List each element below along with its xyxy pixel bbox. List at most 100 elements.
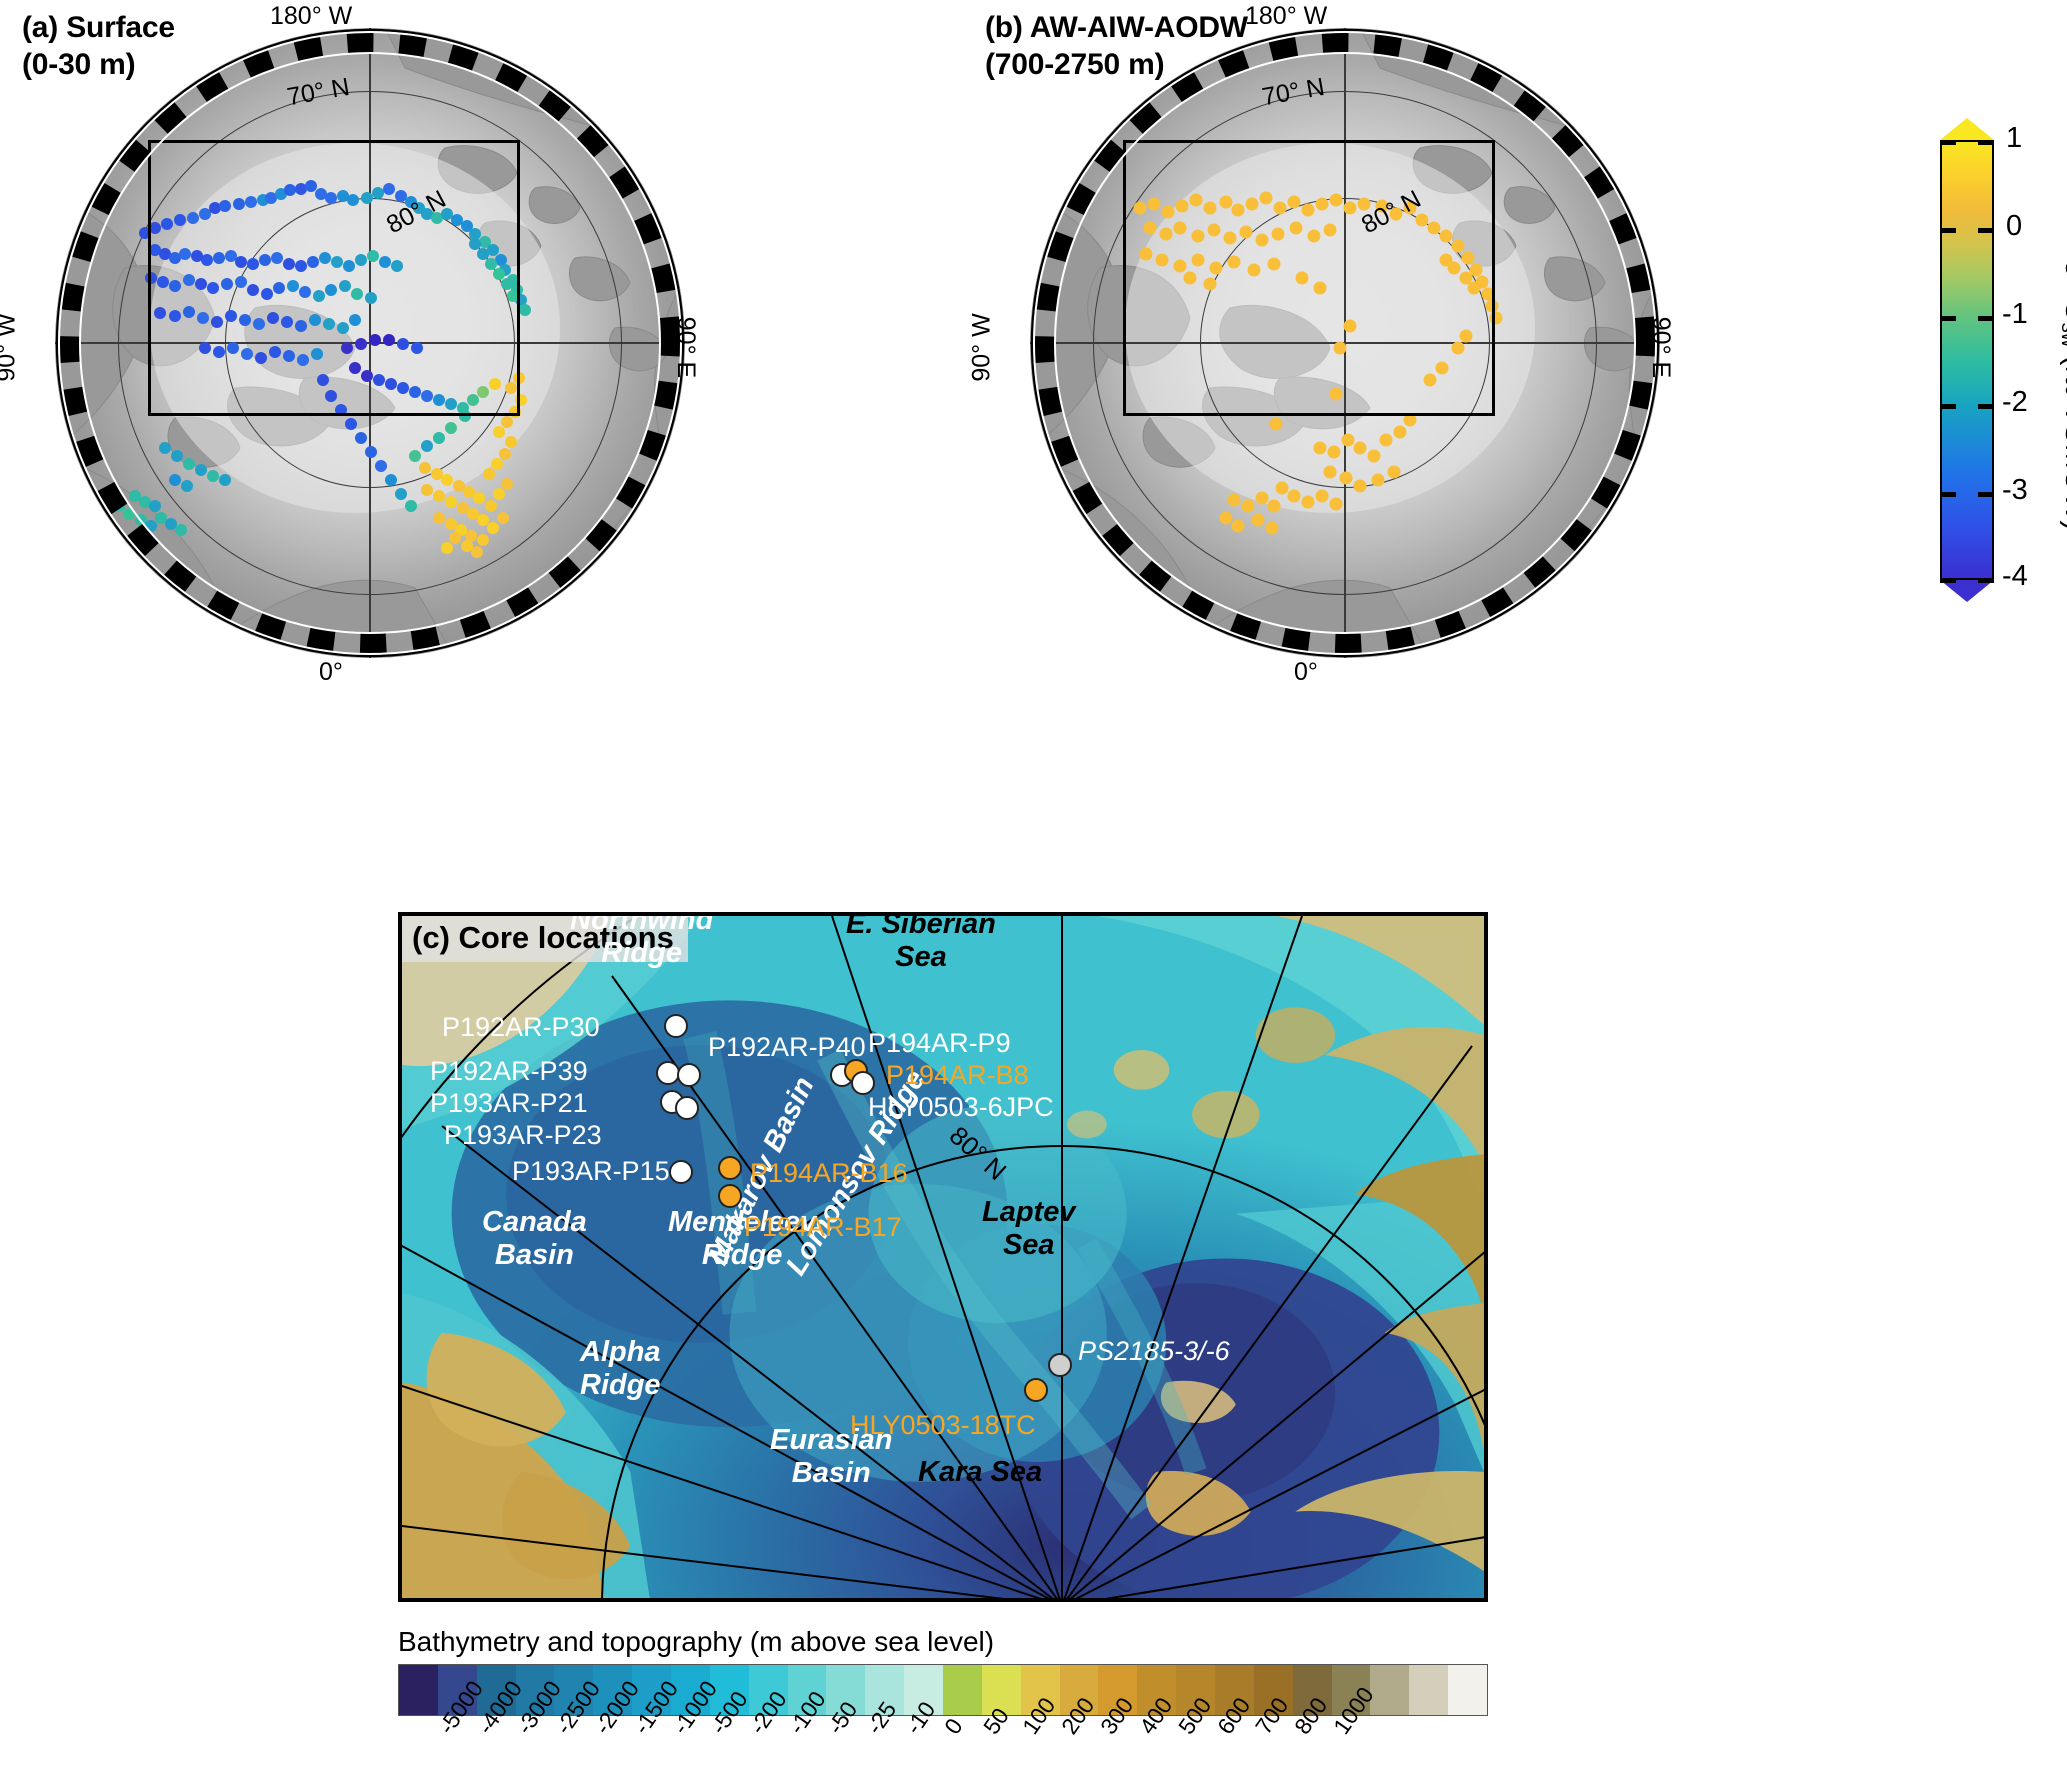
bathy-swatch-10 [787, 1665, 827, 1715]
cbar-tick-m4r [1978, 578, 1994, 583]
colorbar-arrow-bottom [1940, 580, 1994, 602]
label-canada-basin: Canada Basin [482, 1206, 587, 1272]
label-e-siberian-sea: E. Siberian Sea [846, 912, 996, 974]
core-label-P193AR-P15: P193AR-P15 [512, 1156, 670, 1186]
bathy-swatch-0 [399, 1665, 438, 1715]
core-pin-HLY0503-18TC[interactable] [1024, 1378, 1048, 1402]
bathymetry-raster [402, 916, 1484, 1598]
bathy-swatch-25 [1370, 1665, 1410, 1715]
bathy-swatch-5 [593, 1665, 633, 1715]
bathy-swatch-16 [1020, 1665, 1060, 1715]
core-label-P193AR-P21: P193AR-P21 [430, 1088, 588, 1118]
cbar-tick-1r [1978, 140, 1994, 145]
core-label-P194AR-B8: P194AR-B8 [886, 1060, 1029, 1090]
core-pin-P193AR-P23[interactable] [675, 1096, 699, 1120]
panel-a-label-left: 90° W [0, 313, 21, 382]
panel-c-graticule [402, 916, 1484, 1598]
core-pin-P192AR-P40[interactable] [677, 1063, 701, 1087]
core-pin-HLY0503-6JPC[interactable] [851, 1071, 875, 1095]
cbar-tick-m1r [1978, 316, 1994, 321]
label-laptev-sea: Laptev Sea [982, 1196, 1076, 1262]
bathymetry-colorbar[interactable] [398, 1664, 1488, 1716]
delta18o-colorbar[interactable]: 1 0 -1 -2 -3 -4 δ¹⁸Osw (‰ VSMOW) [1940, 118, 2067, 602]
bathy-tick-0: 0 [939, 1713, 968, 1739]
colorbar-title-delta: δ¹⁸O [2059, 260, 2067, 323]
bathy-swatch-7 [671, 1665, 710, 1715]
bathy-swatch-18 [1098, 1665, 1138, 1715]
cbar-tick-m3r [1978, 492, 1994, 497]
core-label-P192AR-P40: P192AR-P40 [708, 1032, 866, 1062]
bathy-swatch-1 [437, 1665, 477, 1715]
cbar-label-1: 1 [2006, 122, 2023, 154]
bathy-swatch-6 [632, 1665, 672, 1715]
bathy-swatch-22 [1253, 1665, 1293, 1715]
cbar-tick-m2r [1978, 404, 1994, 409]
bathy-swatch-23 [1292, 1665, 1332, 1715]
bathy-swatch-11 [826, 1665, 866, 1715]
bathy-swatch-2 [476, 1665, 516, 1715]
core-pin-P192AR-P30[interactable] [664, 1014, 688, 1038]
cbar-tick-1 [1940, 140, 1956, 145]
cbar-label-m4: -4 [2002, 560, 2028, 592]
cbar-tick-0 [1940, 228, 1956, 233]
core-label-P194AR-P9: P194AR-P9 [868, 1028, 1011, 1058]
label-northwind-ridge: Northwind Ridge [570, 912, 714, 970]
core-label-HLY0503-6JPC: HLY0503-6JPC [868, 1092, 1054, 1122]
label-kara-sea: Kara Sea [918, 1456, 1043, 1488]
colorbar-title-subscript: sw [2057, 322, 2067, 348]
core-pin-P193AR-P15[interactable] [669, 1160, 693, 1184]
bathy-swatch-21 [1215, 1665, 1254, 1715]
core-label-HLY0503-18TC: HLY0503-18TC [850, 1410, 1036, 1440]
bathy-swatch-27 [1448, 1665, 1488, 1715]
panel-b-globe [1030, 28, 1660, 658]
label-mendeleev-ridge: Mendeleev Ridge [668, 1206, 817, 1272]
colorbar-arrow-top [1940, 118, 1994, 140]
panel-b-label-right: 90° E [1647, 316, 1676, 379]
cbar-tick-m3 [1940, 492, 1956, 497]
panel-b-inset-box [1123, 140, 1495, 416]
bathy-swatch-24 [1331, 1665, 1371, 1715]
core-label-P192AR-P30: P192AR-P30 [442, 1012, 600, 1042]
bathy-swatch-13 [904, 1665, 944, 1715]
panel-a-label-top: 180° W [270, 2, 353, 30]
cbar-tick-0r [1978, 228, 1994, 233]
cbar-label-m3: -3 [2002, 474, 2028, 506]
panel-a-map[interactable]: 180° W 0° 90° W 90° E 70° N 80° N [0, 2, 700, 686]
cbar-label-m2: -2 [2002, 386, 2028, 418]
colorbar-arrow-top-outline [1939, 116, 1995, 139]
bathy-swatch-9 [748, 1665, 788, 1715]
core-pin-PS2185-3-6[interactable] [1048, 1353, 1072, 1377]
cbar-label-0: 0 [2006, 210, 2023, 242]
bathymetry-colorbar-title: Bathymetry and topography (m above sea l… [398, 1626, 995, 1657]
panel-a-globe [55, 28, 685, 658]
label-eurasian-basin: Eurasian Basin [770, 1424, 893, 1490]
bathy-swatch-3 [515, 1665, 555, 1715]
panel-b-label-top: 180° W [1245, 2, 1328, 30]
bathy-swatch-20 [1176, 1665, 1216, 1715]
colorbar-title: δ¹⁸Osw (‰ VSMOW) [2056, 260, 2067, 530]
core-label-P194AR-B17: P194AR-B17 [744, 1212, 902, 1242]
bathy-swatch-8 [709, 1665, 749, 1715]
core-pin-P194AR-B16[interactable] [718, 1156, 742, 1180]
panel-b-label-bottom: 0° [1294, 658, 1318, 686]
panel-a-inset-box [148, 140, 520, 416]
core-label-PS2185-3-6: PS2185-3/-6 [1078, 1336, 1230, 1366]
cbar-tick-m4 [1940, 578, 1956, 583]
panel-a-label-right: 90° E [672, 316, 701, 379]
colorbar-title-units: (‰ VSMOW) [2059, 355, 2067, 531]
bathy-swatch-14 [943, 1665, 982, 1715]
core-pin-P192AR-P39[interactable] [656, 1061, 680, 1085]
core-label-P192AR-P39: P192AR-P39 [430, 1056, 588, 1086]
panel-b-map[interactable]: 180° W 0° 90° W 90° E 70° N 80° N [968, 2, 1676, 686]
bathy-swatch-26 [1409, 1665, 1449, 1715]
panel-c-map[interactable]: (c) Core locations 80° N Northwind Ridge… [398, 912, 1488, 1602]
label-alpha-ridge: Alpha Ridge [580, 1336, 661, 1402]
panel-c-title: (c) Core locations [402, 916, 688, 962]
bathy-swatch-4 [554, 1665, 594, 1715]
bathy-swatch-12 [865, 1665, 905, 1715]
cbar-tick-m2 [1940, 404, 1956, 409]
cbar-tick-m1 [1940, 316, 1956, 321]
colorbar-gradient [1940, 140, 1994, 580]
core-pin-P194AR-B17[interactable] [718, 1184, 742, 1208]
bathy-swatch-17 [1059, 1665, 1099, 1715]
